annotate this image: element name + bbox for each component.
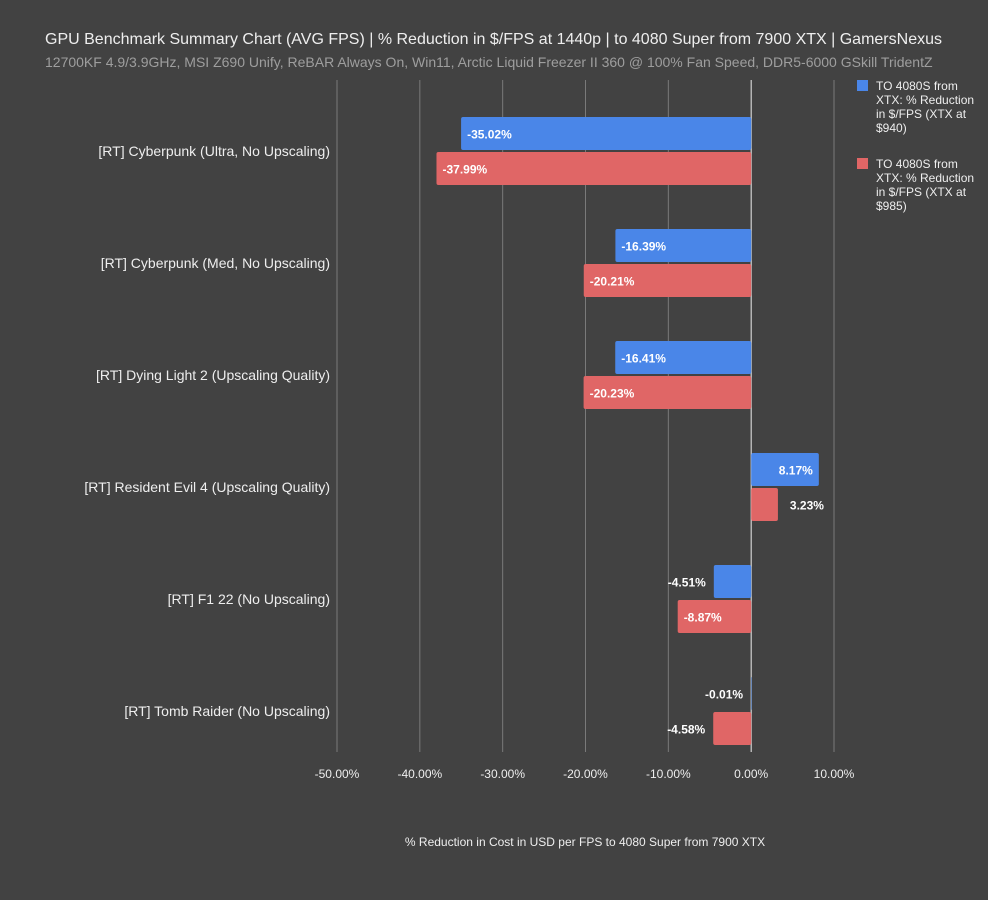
category-label: [RT] Cyberpunk (Med, No Upscaling) <box>101 255 330 271</box>
legend-label: TO 4080S from XTX: % Reduction in $/FPS … <box>876 157 975 213</box>
bar <box>751 453 819 486</box>
data-label: -4.58% <box>667 723 705 737</box>
chart-title: GPU Benchmark Summary Chart (AVG FPS) | … <box>45 31 942 48</box>
bar <box>713 712 752 745</box>
bar <box>461 117 752 150</box>
data-label: 8.17% <box>779 464 813 478</box>
legend-item-series-1[interactable]: TO 4080S from XTX: % Reduction in $/FPS … <box>857 79 977 135</box>
category-label: [RT] Dying Light 2 (Upscaling Quality) <box>96 367 330 383</box>
bar <box>615 229 752 262</box>
data-label: 3.23% <box>790 499 824 513</box>
chart-subtitle: 12700KF 4.9/3.9GHz, MSI Z690 Unify, ReBA… <box>45 54 933 70</box>
data-label: -0.01% <box>705 688 743 702</box>
legend-swatch <box>857 158 868 169</box>
x-tick-label: 10.00% <box>814 767 855 781</box>
bar <box>436 152 752 185</box>
x-tick-label: 0.00% <box>734 767 768 781</box>
legend-swatch <box>857 80 868 91</box>
x-tick-label: -10.00% <box>646 767 691 781</box>
category-label: [RT] Cyberpunk (Ultra, No Upscaling) <box>98 143 330 159</box>
bar <box>615 341 752 374</box>
category-label: [RT] F1 22 (No Upscaling) <box>168 591 330 607</box>
x-axis-label: % Reduction in Cost in USD per FPS to 40… <box>404 835 766 849</box>
data-label: -4.51% <box>668 576 706 590</box>
x-tick-label: -50.00% <box>315 767 360 781</box>
x-tick-label: -30.00% <box>480 767 525 781</box>
bar <box>751 488 778 521</box>
category-label: [RT] Tomb Raider (No Upscaling) <box>124 703 330 719</box>
data-label: -37.99% <box>442 163 487 177</box>
data-label: -20.21% <box>590 275 635 289</box>
data-label: -8.87% <box>684 611 722 625</box>
legend-item-series-2[interactable]: TO 4080S from XTX: % Reduction in $/FPS … <box>857 157 977 213</box>
data-label: -16.41% <box>621 352 666 366</box>
bar <box>751 677 752 710</box>
bar <box>713 565 752 598</box>
legend-label: TO 4080S from XTX: % Reduction in $/FPS … <box>876 79 975 135</box>
x-tick-label: -20.00% <box>563 767 608 781</box>
data-label: -35.02% <box>467 128 512 142</box>
bar <box>583 376 752 409</box>
data-label: -16.39% <box>621 240 666 254</box>
category-label: [RT] Resident Evil 4 (Upscaling Quality) <box>84 479 330 495</box>
data-label: -20.23% <box>590 387 635 401</box>
bar <box>677 600 752 633</box>
bar <box>583 264 752 297</box>
x-tick-label: -40.00% <box>397 767 442 781</box>
